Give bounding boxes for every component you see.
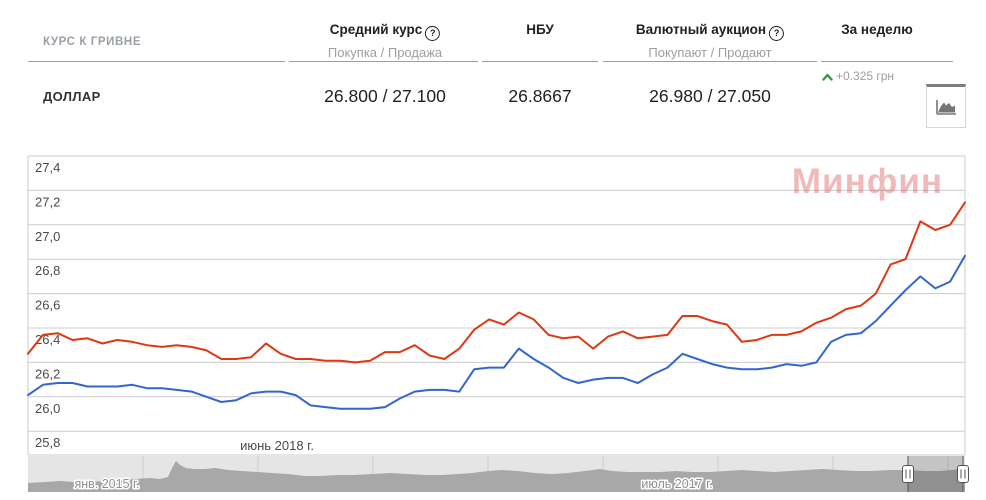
info-icon[interactable]: ? bbox=[425, 26, 441, 41]
y-axis-tick-label: 26,0 bbox=[35, 401, 60, 416]
blue-line-series bbox=[27, 254, 966, 410]
y-axis-tick-label: 26,8 bbox=[35, 263, 60, 278]
y-axis-tick-label: 27,0 bbox=[35, 229, 60, 244]
nbu-rate-value: 26.8667 bbox=[508, 86, 572, 106]
column-week-header: За неделю bbox=[841, 22, 913, 37]
y-axis-tick-label: 26,6 bbox=[35, 298, 60, 313]
auction-subheader-label: Покупают / Продают bbox=[648, 45, 772, 60]
navigator-handle-left[interactable] bbox=[902, 465, 914, 483]
auction-header-label: Валютный аукцион bbox=[635, 22, 767, 37]
avg-rate-value: 26.800 / 27.100 bbox=[324, 86, 446, 106]
navigator-date-label: янв. 2015 г. bbox=[74, 477, 139, 491]
navigator-track[interactable] bbox=[28, 456, 965, 492]
y-axis-tick-label: 27,2 bbox=[35, 194, 60, 209]
nbu-header-label: НБУ bbox=[526, 22, 554, 37]
navigator-date-label: июль 2017 г. bbox=[641, 477, 712, 491]
red-line-series bbox=[27, 201, 966, 364]
navigator-area-silhouette bbox=[28, 461, 965, 492]
auction-rate-value: 26.980 / 27.050 bbox=[649, 86, 771, 106]
header-divider bbox=[603, 61, 817, 62]
x-axis-label: июнь 2018 г. bbox=[240, 438, 314, 453]
column-auction-header: Валютный аукцион? Покупают / Продают bbox=[635, 22, 785, 60]
area-chart-icon bbox=[936, 100, 956, 115]
currency-name: ДОЛЛАР bbox=[43, 89, 101, 104]
y-axis-tick-label: 26,4 bbox=[35, 332, 60, 347]
avg-header-label: Средний курс bbox=[329, 22, 423, 37]
navigator-selection[interactable] bbox=[908, 456, 963, 492]
info-icon[interactable]: ? bbox=[769, 26, 785, 41]
y-axis-tick-label: 25,8 bbox=[35, 435, 60, 450]
week-change-value: +0.325 грн bbox=[836, 69, 895, 83]
avg-subheader-label: Покупка / Продажа bbox=[327, 45, 443, 60]
y-axis-tick-label: 27,4 bbox=[35, 160, 60, 175]
header-divider bbox=[28, 61, 285, 62]
chart-toggle-button[interactable] bbox=[926, 84, 966, 128]
column-avg-header: Средний курс? Покупка / Продажа bbox=[328, 22, 442, 60]
y-axis-tick-label: 26,2 bbox=[35, 366, 60, 381]
navigator-handle-right[interactable] bbox=[957, 465, 969, 483]
chart-plot-area[interactable] bbox=[28, 156, 965, 455]
watermark: Минфин bbox=[792, 162, 943, 201]
up-arrow-icon bbox=[822, 73, 833, 81]
header-divider bbox=[289, 61, 478, 62]
week-change: +0.325 грн bbox=[822, 69, 894, 83]
week-header-label: За неделю bbox=[841, 22, 913, 37]
column-nbu-header: НБУ bbox=[526, 22, 554, 37]
table-title: КУРС К ГРИВНЕ bbox=[43, 36, 142, 48]
header-divider bbox=[482, 61, 598, 62]
header-divider bbox=[821, 61, 953, 62]
